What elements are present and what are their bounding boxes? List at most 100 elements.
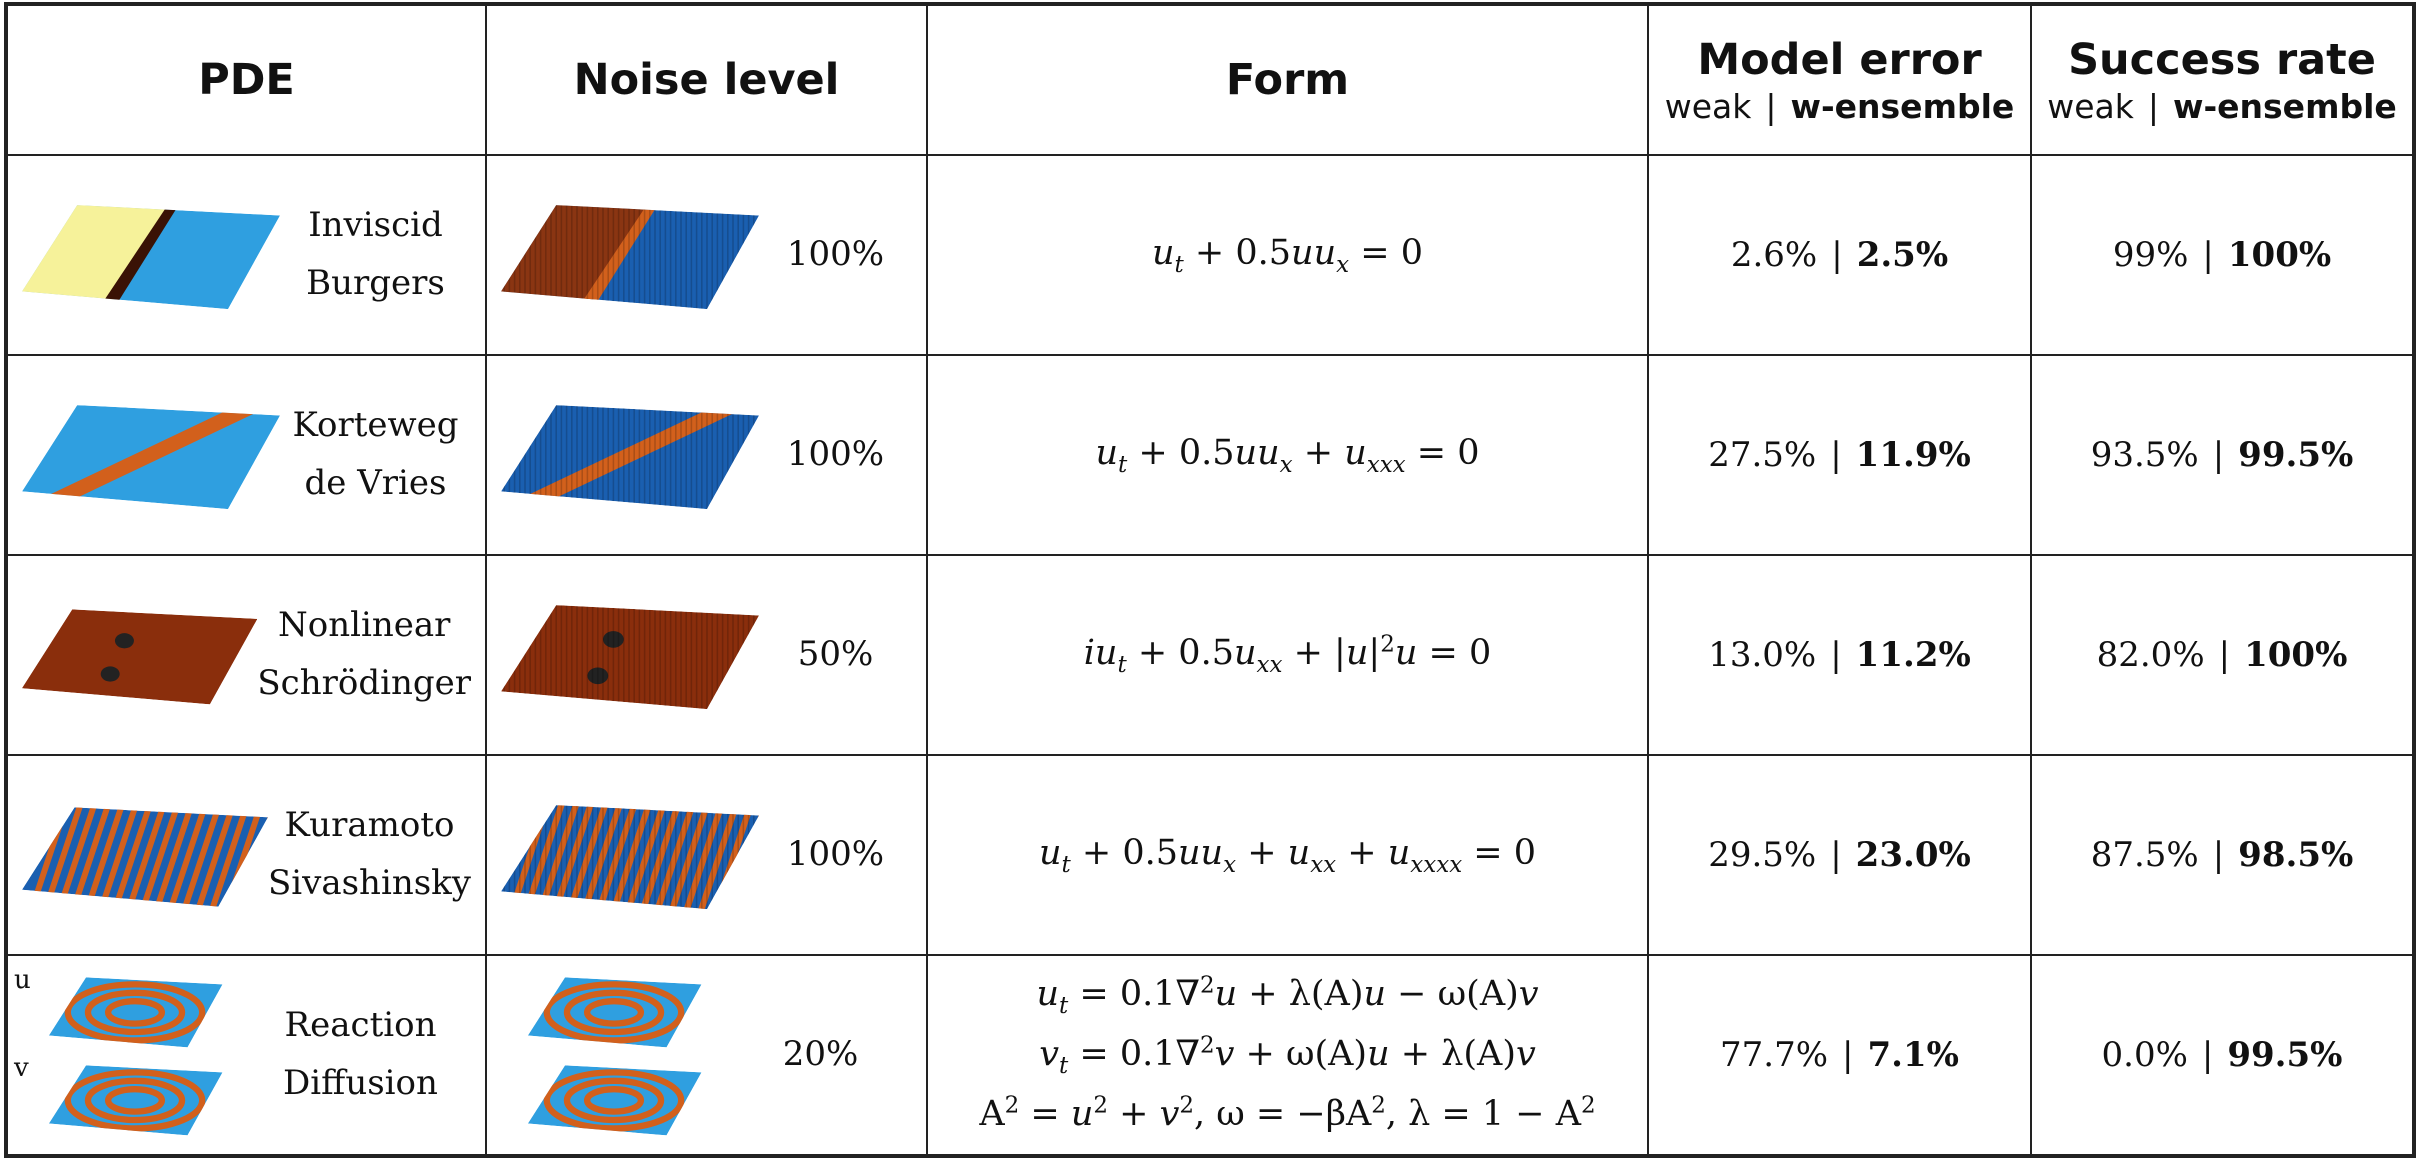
subscript: t: [1117, 652, 1127, 679]
weak-value: 87.5%: [2090, 835, 2199, 875]
ensemble-value: 23.0%: [1855, 835, 1971, 875]
subscript: t: [1118, 452, 1128, 479]
formula-text: = 0.1∇: [1068, 1034, 1200, 1075]
weak-value: 29.5%: [1708, 835, 1817, 875]
weak-value: 0.0%: [2101, 1035, 2188, 1075]
column-title: Success rate: [2068, 34, 2376, 85]
formula-text: + 0.5uu: [1070, 833, 1224, 874]
formula: ut = 0.1∇2u + λ(A)u − ω(A)v vt = 0.1∇2v +…: [928, 966, 1647, 1144]
column-subtitle: weak | w-ensemble: [1649, 87, 2030, 126]
formula-text: u: [1038, 833, 1062, 874]
column-title: Noise level: [573, 55, 840, 105]
model-error-cell: 13.0% | 11.2%: [1647, 554, 2032, 756]
pde-name: Kuramoto Sivashinsky: [268, 797, 471, 913]
separator: |: [1765, 86, 1777, 126]
formula-text: = 0: [1349, 233, 1423, 274]
formula-line: vt = 0.1∇2v + ω(A)u + λ(A)v: [928, 1026, 1647, 1086]
formula-text: + u: [1236, 833, 1311, 874]
surface-thumbnail: [501, 205, 759, 310]
weak-value: 2.6%: [1730, 235, 1818, 275]
ensemble-value: 99.5%: [2238, 435, 2354, 475]
separator: |: [2147, 86, 2159, 126]
pde-name-line: Sivashinsky: [267, 863, 471, 903]
surface-thumbnail: [21, 609, 258, 705]
column-header: Success rate weak | w-ensemble: [2030, 3, 2415, 156]
formula-line: ut + 0.5uux + uxxx = 0: [928, 425, 1647, 485]
formula-text: + 0.5uu: [1127, 433, 1280, 474]
noise-level: 100%: [786, 834, 885, 875]
noise-cell-content: 100%: [487, 391, 926, 519]
superscript: 2: [1199, 972, 1215, 999]
pde-name-line: Schrödinger: [257, 663, 471, 703]
separator: |: [1830, 635, 1842, 675]
formula-line: ut + 0.5uux = 0: [928, 225, 1647, 285]
formula-line: A2 = u2 + v2, ω = −βA2, λ = 1 − A2: [928, 1086, 1647, 1144]
noise-cell: 20%: [485, 954, 928, 1157]
formula-text: u: [1036, 974, 1060, 1015]
surface-thumbnail: [527, 1065, 702, 1136]
ensemble-value: 7.1%: [1867, 1035, 1959, 1075]
weak-value: 82.0%: [2096, 635, 2205, 675]
pde-cell: Kuramoto Sivashinsky: [5, 754, 487, 956]
column-header: Noise level: [485, 3, 928, 156]
noise-cell-content: 20%: [487, 969, 926, 1141]
model-error-cell: 29.5% | 23.0%: [1647, 754, 2032, 956]
subscript: t: [1061, 852, 1071, 879]
pde-cell: Nonlinear Schrödinger: [5, 554, 487, 756]
formula-text: iu: [1083, 633, 1118, 674]
subscript: xx: [1256, 652, 1283, 679]
form-cell: ut + 0.5uux + uxxx = 0: [926, 354, 1649, 556]
results-table: PDE Noise level Form Model error weak | w-ense…: [4, 2, 2416, 1158]
panel-label: v: [14, 1053, 29, 1083]
surface-thumbnail: [22, 405, 280, 510]
pde-name: Inviscid Burgers: [280, 197, 471, 313]
superscript: 2: [1004, 1092, 1020, 1119]
noise-cell: 100%: [485, 354, 928, 556]
surface-thumbnail: [48, 977, 223, 1048]
column-title: Model error: [1697, 34, 1982, 85]
table-row: Korteweg de Vries 100% ut + 0.5uux + uxxx =…: [5, 354, 2415, 556]
pde-name: Reaction Diffusion: [250, 997, 471, 1113]
formula-line: iut + 0.5uxx + |u|2u = 0: [928, 625, 1647, 685]
weak-value: 13.0%: [1708, 635, 1817, 675]
formula-text: = 0: [1462, 833, 1537, 874]
pde-name-line: Inviscid: [308, 205, 443, 246]
formula-text: v + ω(A)u + λ(A)v: [1214, 1034, 1536, 1075]
formula: ut + 0.5uux + uxxx = 0: [928, 425, 1647, 485]
column-header: PDE: [5, 3, 487, 156]
column-header: Model error weak | w-ensemble: [1647, 3, 2032, 156]
ensemble-value: 2.5%: [1856, 235, 1949, 275]
formula-text: , ω = −βA: [1194, 1094, 1372, 1135]
model-error-cell: 77.7% | 7.1%: [1647, 954, 2032, 1157]
separator: |: [1830, 435, 1842, 475]
formula-text: + 0.5uu: [1183, 233, 1337, 274]
separator: |: [2218, 635, 2231, 675]
sub-label: weak: [2047, 86, 2134, 126]
formula-text: + u: [1292, 433, 1367, 474]
surface-thumbnail: [21, 807, 268, 907]
surface-thumbnail: [501, 405, 759, 510]
subscript: xxxx: [1410, 852, 1463, 879]
ensemble-value: 11.2%: [1855, 635, 1971, 675]
ensemble-value: 11.9%: [1855, 435, 1971, 475]
surface-thumbnail: [501, 805, 759, 910]
formula-text: v: [1039, 1034, 1060, 1075]
weak-value: 99%: [2112, 235, 2189, 275]
noise-cell: 100%: [485, 154, 928, 356]
superscript: 2: [1581, 1092, 1596, 1119]
formula-text: + v: [1108, 1094, 1180, 1135]
weak-value: 77.7%: [1720, 1035, 1829, 1075]
table-row: Inviscid Burgers 100% ut + 0.5uux = 0 2.6% | 2…: [5, 154, 2415, 356]
pde-cell: u v Reaction Diffusion: [5, 954, 487, 1157]
weak-value: 93.5%: [2090, 435, 2199, 475]
superscript: 2: [1371, 1092, 1386, 1119]
success-rate-cell: 82.0% | 100%: [2030, 554, 2415, 756]
subscript: t: [1059, 993, 1069, 1020]
noise-cell-content: 100%: [487, 191, 926, 319]
ensemble-value: 100%: [2244, 635, 2348, 675]
formula-text: + u: [1336, 833, 1411, 874]
success-rate-cell: 0.0% | 99.5%: [2030, 954, 2415, 1157]
formula-text: , λ = 1 − A: [1385, 1094, 1582, 1135]
superscript: 2: [1179, 1092, 1195, 1119]
noise-level: 100%: [786, 234, 885, 275]
